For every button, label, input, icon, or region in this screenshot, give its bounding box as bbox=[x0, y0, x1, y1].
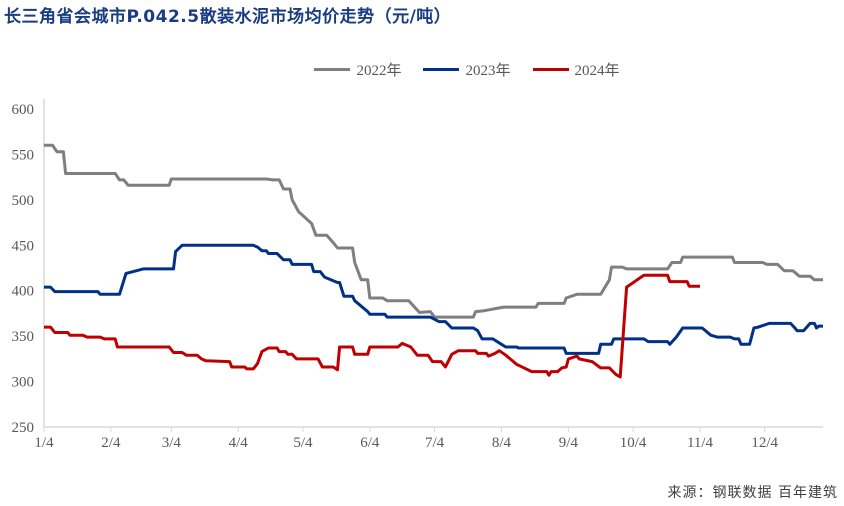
legend-item-2022: 2022年 bbox=[314, 59, 401, 80]
x-tick-label: 2/4 bbox=[101, 435, 121, 451]
x-tick-label: 6/4 bbox=[360, 435, 380, 451]
y-tick-label: 550 bbox=[12, 147, 35, 163]
series-line-2022年 bbox=[44, 143, 823, 319]
y-tick-label: 500 bbox=[12, 193, 35, 209]
x-tick-label: 4/4 bbox=[229, 435, 249, 451]
x-tick-label: 3/4 bbox=[162, 435, 182, 451]
y-tick-label: 350 bbox=[12, 329, 35, 345]
series-line-2024年 bbox=[44, 273, 700, 379]
legend-swatch bbox=[314, 68, 351, 71]
x-tick-label: 8/4 bbox=[492, 435, 512, 451]
legend: 2022年 2023年 2024年 bbox=[0, 59, 844, 80]
y-tick-label: 300 bbox=[12, 375, 35, 391]
legend-swatch bbox=[532, 68, 569, 71]
y-tick-label: 600 bbox=[12, 102, 35, 118]
legend-label: 2022年 bbox=[356, 63, 402, 79]
legend-label: 2023年 bbox=[465, 63, 511, 79]
x-tick-label: 10/4 bbox=[620, 435, 647, 451]
y-tick-label: 400 bbox=[12, 284, 35, 300]
x-tick-label: 5/4 bbox=[293, 435, 313, 451]
x-tick-label: 1/4 bbox=[34, 435, 54, 451]
legend-item-2024: 2024年 bbox=[532, 59, 620, 80]
legend-item-2023: 2023年 bbox=[423, 59, 511, 80]
x-tick-label: 7/4 bbox=[425, 435, 445, 451]
source-note: 来源：钢联数据 百年建筑 bbox=[667, 485, 838, 501]
y-tick-label: 250 bbox=[12, 420, 35, 436]
y-tick-label: 450 bbox=[12, 238, 35, 254]
x-tick-label: 9/4 bbox=[559, 435, 579, 451]
chart-title: 长三角省会城市P.042.5散装水泥市场均价走势（元/吨） bbox=[4, 7, 452, 27]
x-tick-label: 12/4 bbox=[751, 435, 778, 451]
legend-label: 2024年 bbox=[574, 63, 620, 79]
x-tick-label: 11/4 bbox=[687, 435, 714, 451]
legend-swatch bbox=[423, 68, 460, 71]
series-line-2023年 bbox=[44, 243, 823, 355]
